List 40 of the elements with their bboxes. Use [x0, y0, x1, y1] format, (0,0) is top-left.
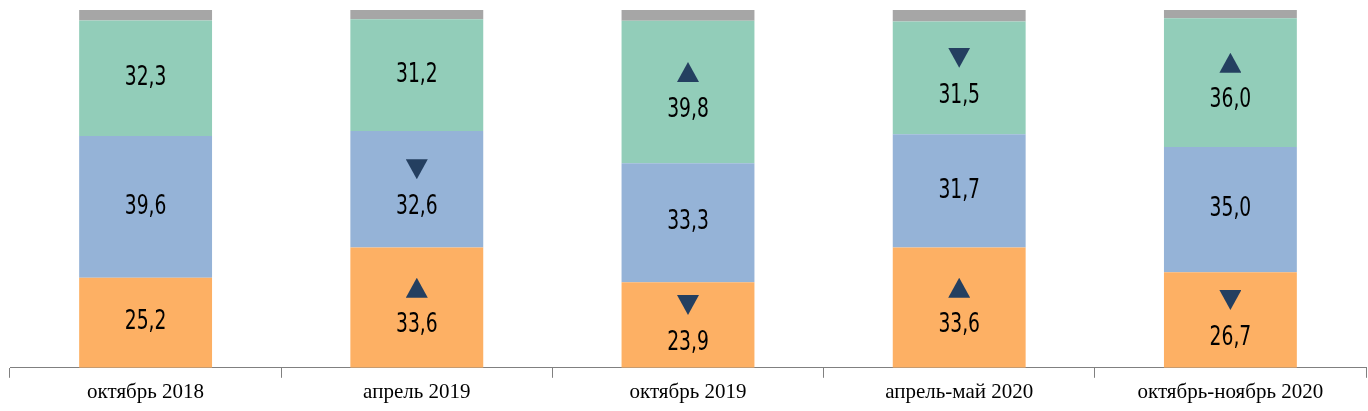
- bar: [350, 19, 484, 131]
- data-label: 35,0: [1209, 192, 1252, 224]
- bar: [1163, 18, 1297, 148]
- bar: [1163, 272, 1297, 368]
- data-label: 39,8: [667, 92, 709, 124]
- bar: [892, 21, 1026, 135]
- data-label: 39,6: [124, 189, 167, 221]
- x-tick-label: апрель-май 2020: [885, 378, 1034, 403]
- data-label: 31,7: [938, 173, 981, 205]
- data-label: 31,2: [395, 57, 438, 89]
- data-label: 33,6: [938, 308, 981, 340]
- bar: [1163, 147, 1297, 273]
- bar: [79, 135, 213, 278]
- data-label: 32,3: [124, 60, 167, 92]
- x-tick-label: октябрь 2019: [629, 378, 747, 403]
- bar: [892, 247, 1026, 368]
- data-label: 36,0: [1209, 83, 1252, 115]
- bar: [892, 134, 1026, 248]
- data-label: 26,7: [1209, 320, 1252, 352]
- x-tick-label: октябрь 2018: [87, 378, 205, 403]
- bar: [79, 20, 213, 136]
- data-label: 32,6: [395, 189, 438, 221]
- bar: [621, 163, 755, 283]
- bar: [350, 10, 484, 20]
- bar: [1163, 10, 1297, 19]
- x-tick-label: апрель 2019: [363, 378, 471, 403]
- bar: [79, 10, 213, 21]
- bar: [621, 20, 755, 164]
- bar: [621, 282, 755, 368]
- x-tick-label: октябрь-ноябрь 2020: [1137, 378, 1324, 403]
- data-label: 31,5: [938, 78, 981, 110]
- bar: [79, 277, 213, 368]
- data-label: 23,9: [667, 325, 709, 357]
- bar: [350, 130, 484, 248]
- data-label: 25,2: [124, 305, 167, 337]
- bar: [621, 10, 755, 21]
- bar: [350, 247, 484, 368]
- data-label: 33,6: [395, 308, 438, 340]
- bar: [892, 10, 1026, 22]
- data-label: 33,3: [667, 205, 709, 237]
